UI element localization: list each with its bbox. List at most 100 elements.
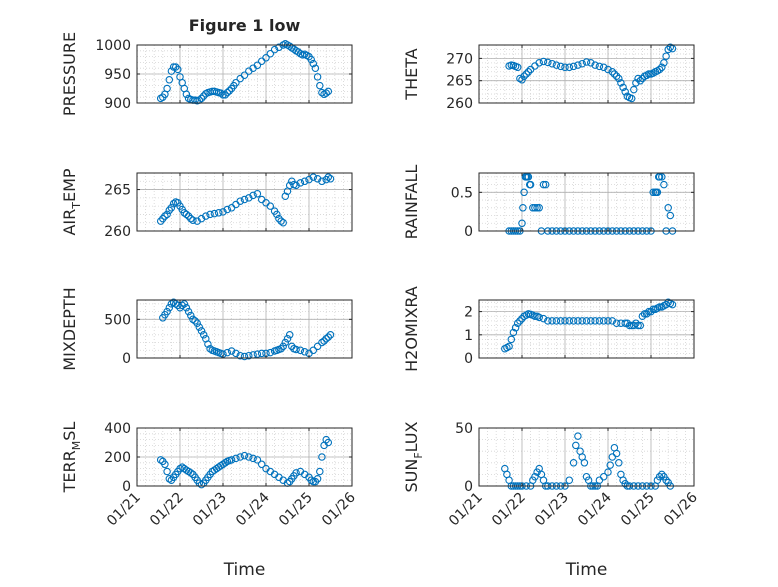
data-point — [197, 214, 206, 223]
data-point — [253, 456, 262, 464]
data-point — [574, 61, 582, 69]
y-axis-label: TERRMSL — [60, 422, 83, 494]
data-point — [640, 310, 649, 318]
data-point — [619, 83, 627, 92]
subplot-5: 0 500 MIXDEPTH — [60, 287, 353, 371]
y-tick-label: 50 — [455, 421, 473, 437]
data-point — [165, 206, 174, 215]
data-point — [569, 459, 578, 467]
data-point — [193, 217, 201, 225]
data-point — [219, 208, 227, 216]
data-point — [610, 70, 619, 78]
data-point — [171, 63, 180, 71]
data-point — [309, 59, 318, 68]
data-point — [187, 311, 195, 320]
data-point — [548, 317, 556, 325]
data-point — [638, 312, 647, 320]
data-point — [316, 81, 324, 90]
data-point — [658, 173, 666, 181]
data-point — [219, 91, 227, 99]
data-point — [245, 453, 253, 461]
data-point — [621, 88, 629, 96]
data-point — [253, 350, 262, 358]
y-tick-label: 265 — [104, 183, 131, 199]
y-tick-label: 500 — [104, 312, 131, 328]
data-point — [165, 303, 174, 312]
x-axis-label: Time — [223, 560, 266, 580]
y-tick-label: 270 — [446, 51, 473, 67]
data-point — [236, 351, 244, 360]
data-point — [505, 342, 513, 351]
subplot-7: 0 200 400 01/21 01/22 01/23 01/24 01/25 01/26 Tim… — [60, 421, 359, 580]
data-point — [548, 59, 556, 68]
y-axis-label-main: AIR — [60, 209, 79, 236]
data-point — [240, 195, 249, 204]
y-axis-label-main: TERR — [60, 450, 79, 493]
data-point — [630, 85, 638, 94]
data-point — [544, 317, 552, 325]
subplot-2: 260 265 270 THETA — [402, 43, 695, 112]
x-tick-label: 01/23 — [532, 490, 572, 530]
data-point — [552, 317, 561, 325]
data-point — [565, 317, 574, 325]
data-point — [277, 344, 285, 353]
data-point — [595, 317, 604, 325]
data-point — [574, 432, 582, 440]
data-point — [636, 321, 645, 330]
data-point — [223, 88, 232, 97]
data-point — [519, 204, 527, 212]
data-point — [561, 63, 569, 72]
data-point — [660, 180, 668, 189]
data-point — [197, 327, 206, 335]
data-point — [582, 58, 591, 66]
axes-box — [136, 299, 353, 359]
data-point — [184, 307, 193, 316]
data-point — [161, 460, 169, 469]
data-point — [539, 314, 548, 323]
y-axis-label-subscript: T — [70, 202, 83, 210]
data-point — [655, 303, 664, 311]
subplot-8: 0 50 01/21 01/22 01/23 01/24 01/25 01/26 Time SUN… — [402, 421, 701, 580]
data-point — [240, 71, 249, 79]
data-point — [214, 209, 223, 217]
data-point — [318, 338, 326, 347]
data-point — [283, 334, 292, 343]
data-point — [324, 87, 333, 96]
subplot-6: 0 1 2 H2OMIXRA — [402, 286, 695, 372]
data-point — [309, 346, 318, 355]
data-point — [599, 472, 608, 481]
axes-box — [478, 44, 695, 104]
data-point — [253, 189, 262, 198]
data-point — [520, 72, 528, 80]
data-point — [591, 317, 599, 325]
x-tick-label: 01/21 — [104, 490, 144, 530]
data-point — [253, 61, 262, 70]
data-point — [236, 197, 244, 205]
data-point — [182, 90, 191, 99]
data-point — [524, 68, 533, 76]
data-point — [249, 454, 257, 463]
data-point — [245, 194, 253, 202]
data-point — [518, 76, 526, 84]
data-point — [531, 472, 539, 481]
data-point — [221, 459, 229, 467]
data-point — [300, 177, 309, 186]
data-point — [240, 451, 249, 460]
y-tick-label: 0 — [122, 351, 131, 367]
data-point — [668, 300, 677, 309]
x-tick-label: 01/25 — [276, 490, 316, 530]
data-point — [326, 175, 335, 183]
y-tick-label: 900 — [104, 96, 131, 112]
y-axis-label: SUNFLUX — [402, 421, 425, 492]
data-point — [578, 317, 586, 325]
data-point — [578, 59, 586, 68]
data-point — [277, 217, 285, 225]
data-point — [311, 64, 320, 72]
data-point — [273, 210, 281, 219]
y-tick-label: 2 — [464, 305, 473, 321]
y-tick-label: 400 — [104, 421, 131, 437]
data-point — [647, 307, 655, 316]
data-point — [582, 317, 591, 325]
